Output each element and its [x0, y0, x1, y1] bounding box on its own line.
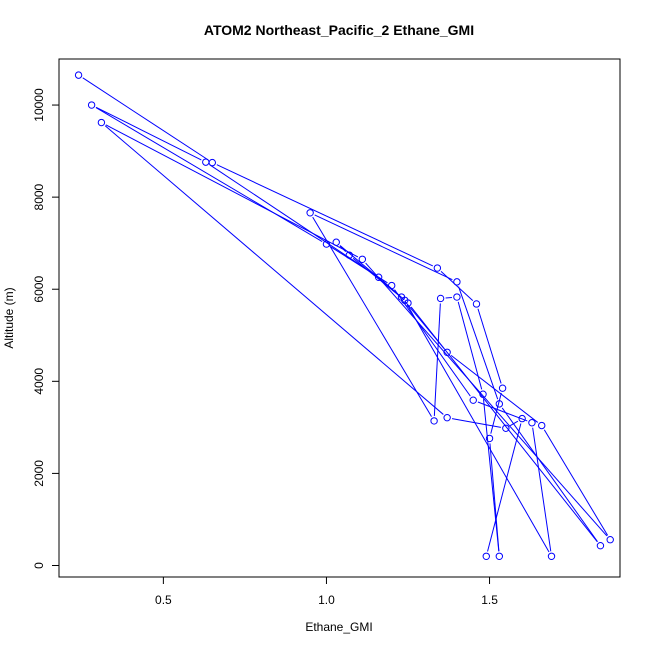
series-segment [216, 164, 434, 267]
data-point [433, 264, 442, 272]
series-segment [532, 427, 552, 552]
series-segment [82, 77, 209, 161]
y-axis: 0 2000 4000 6000 8000 10000 [32, 88, 59, 569]
data-point [97, 118, 106, 127]
data-point [430, 417, 438, 425]
series-segment [458, 286, 499, 400]
data-point [453, 293, 461, 301]
data-point [453, 278, 461, 286]
data-point [518, 414, 526, 423]
series-segment [404, 300, 445, 349]
series-segment [104, 125, 444, 415]
data-point [387, 281, 396, 290]
data-point [397, 293, 406, 301]
chart-title: ATOM2 Northeast_Pacific_2 Ethane_GMI [204, 22, 474, 38]
series-segment [487, 423, 522, 552]
data-point [528, 419, 536, 427]
data-point [538, 421, 546, 430]
data-point [443, 413, 451, 422]
series-segment [406, 304, 550, 553]
data-point [547, 552, 556, 560]
data-point [482, 552, 490, 560]
x-tick-label: 1.0 [318, 593, 335, 607]
plot-area [58, 58, 621, 578]
series-segment [105, 124, 359, 258]
series-segment [450, 354, 539, 423]
x-axis: 0.5 1.0 1.5 [155, 577, 498, 607]
data-point [472, 300, 481, 308]
series-segment [352, 257, 402, 298]
series-segment [457, 301, 483, 390]
y-tick-label: 10000 [32, 88, 46, 122]
series-segment [394, 289, 471, 397]
data-point [436, 294, 445, 303]
series-layer [74, 71, 614, 560]
y-tick-label: 4000 [32, 368, 46, 395]
data-point [596, 541, 605, 550]
data-point [502, 424, 510, 432]
data-point [306, 209, 314, 217]
series-segment [543, 429, 609, 536]
data-point [74, 71, 83, 79]
series-segment [365, 262, 608, 537]
data-point [495, 552, 504, 560]
series-segment [477, 308, 502, 384]
data-point [606, 536, 614, 544]
data-point [485, 434, 494, 443]
y-tick-label: 0 [32, 562, 46, 569]
y-tick-label: 8000 [32, 183, 46, 210]
data-point [374, 273, 383, 281]
x-tick-label: 1.5 [481, 593, 498, 607]
x-axis-label: Ethane_GMI [305, 620, 372, 634]
data-point [495, 400, 504, 408]
data-point [469, 396, 477, 404]
data-point [498, 384, 507, 392]
data-point [87, 101, 96, 109]
series-segment [95, 107, 323, 242]
series-segment [433, 303, 441, 416]
series-segment [314, 214, 453, 281]
y-axis-label: Altitude (m) [2, 287, 16, 348]
data-point [332, 238, 340, 246]
data-point [322, 240, 331, 248]
x-tick-label: 0.5 [155, 593, 172, 607]
data-point [345, 251, 353, 259]
series-segment [440, 271, 474, 301]
data-point [443, 348, 451, 357]
data-point [479, 390, 487, 398]
series-segment [445, 296, 452, 299]
series-segment [509, 420, 519, 427]
y-tick-label: 2000 [32, 460, 46, 487]
data-point [202, 158, 210, 166]
series-segment [95, 106, 202, 161]
series-segment [451, 418, 502, 428]
series-segment [312, 216, 432, 417]
y-tick-label: 6000 [32, 276, 46, 303]
series-segment [501, 407, 598, 542]
series-segment [209, 164, 375, 275]
data-point [358, 255, 367, 263]
